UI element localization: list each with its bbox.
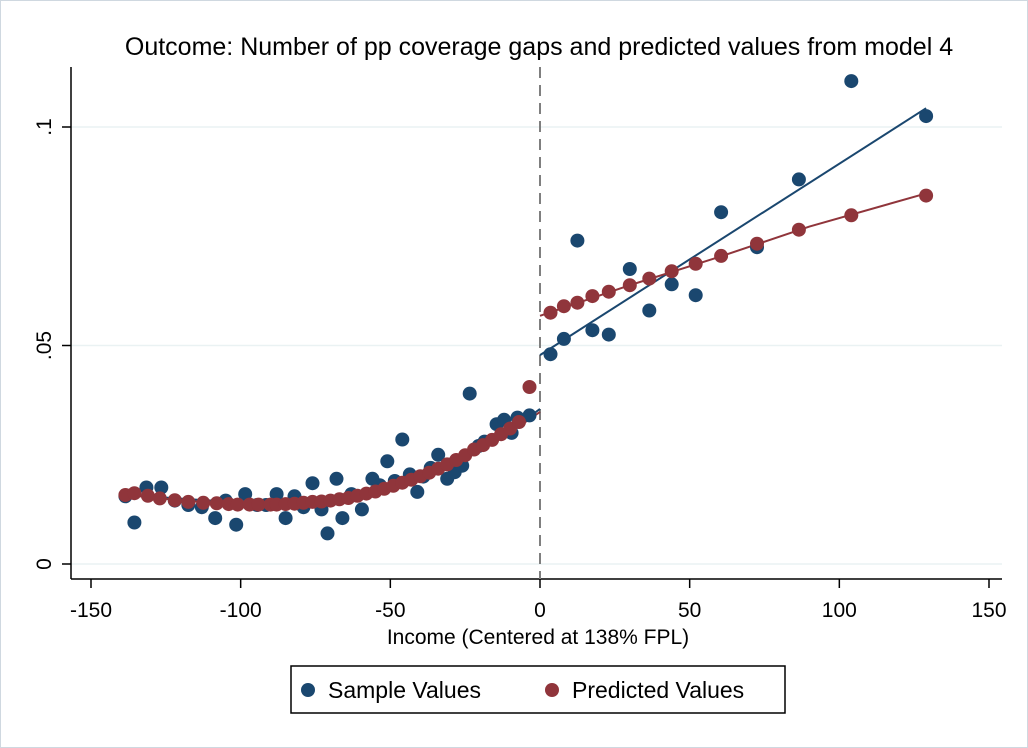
- sample-point: [919, 109, 934, 124]
- predicted-point: [714, 248, 729, 263]
- sample-point: [127, 515, 142, 530]
- legend-label-sample: Sample Values: [328, 677, 481, 703]
- fit-line: [126, 408, 541, 503]
- predicted-point: [642, 271, 657, 286]
- predicted-point: [181, 494, 196, 509]
- predicted-point: [251, 497, 266, 512]
- sample-point: [395, 432, 410, 447]
- sample-point: [278, 511, 293, 526]
- legend: Sample Values Predicted Values: [290, 665, 786, 714]
- sample-point: [305, 476, 320, 491]
- series-sample-values: [118, 74, 934, 541]
- series-predicted-values: [118, 188, 934, 512]
- sample-point: [229, 517, 244, 532]
- sample-point: [431, 447, 446, 462]
- legend-box: [290, 665, 786, 714]
- sample-point: [585, 323, 600, 338]
- sample-point: [714, 205, 729, 220]
- sample-point: [642, 303, 657, 318]
- predicted-point: [140, 488, 155, 503]
- sample-point: [844, 74, 859, 89]
- x-tick-label: -150: [70, 599, 112, 622]
- predicted-point: [167, 493, 182, 508]
- predicted-point: [522, 380, 537, 394]
- sample-point: [410, 484, 425, 499]
- sample-point: [664, 277, 679, 292]
- predicted-point: [664, 264, 679, 279]
- legend-marker-sample: [301, 683, 315, 697]
- fit-line: [539, 107, 927, 356]
- predicted-point: [556, 299, 571, 314]
- predicted-point: [127, 486, 142, 501]
- x-tick-label: -100: [220, 599, 262, 622]
- gridlines: [71, 126, 1002, 565]
- x-tick-label: 50: [678, 599, 701, 622]
- y-ticks: 0 .05 .1: [33, 118, 71, 570]
- x-tick-label: -50: [375, 599, 405, 622]
- legend-marker-predicted: [545, 683, 559, 697]
- sample-point: [543, 347, 558, 362]
- predicted-point: [919, 188, 934, 203]
- sample-point: [335, 511, 350, 526]
- sample-point: [462, 386, 477, 401]
- fit-lines: [126, 107, 927, 506]
- sample-point: [354, 502, 369, 517]
- predicted-point: [622, 278, 637, 293]
- sample-point: [238, 487, 253, 502]
- x-axis-label: Income (Centered at 138% FPL): [387, 626, 689, 649]
- sample-point: [154, 480, 169, 495]
- sample-point: [556, 331, 571, 346]
- data-points: [118, 74, 934, 541]
- predicted-point: [750, 236, 764, 251]
- predicted-point: [791, 222, 806, 237]
- sample-point: [522, 408, 537, 423]
- predicted-point: [152, 491, 167, 506]
- y-tick-label: .1: [33, 118, 56, 136]
- predicted-point: [570, 295, 585, 310]
- fit-line: [126, 411, 541, 506]
- legend-label-predicted: Predicted Values: [572, 677, 744, 703]
- predicted-point: [209, 496, 224, 511]
- y-tick-label: .05: [33, 331, 56, 360]
- predicted-point: [196, 495, 211, 510]
- predicted-point: [543, 305, 558, 320]
- y-tick-label: 0: [33, 558, 56, 570]
- sample-point: [601, 327, 616, 342]
- sample-point: [320, 526, 335, 541]
- predicted-point: [585, 289, 600, 304]
- x-ticks: -150 -100 -50 0 50 100 150: [70, 579, 1007, 622]
- sample-point: [791, 172, 806, 187]
- x-tick-label: 0: [534, 599, 546, 622]
- sample-point: [622, 262, 637, 276]
- predicted-point: [688, 256, 703, 271]
- x-tick-label: 100: [822, 599, 857, 622]
- chart-title: Outcome: Number of pp coverage gaps and …: [125, 33, 953, 61]
- sample-point: [570, 233, 585, 248]
- sample-point: [688, 288, 703, 303]
- predicted-point: [601, 284, 616, 299]
- predicted-point: [512, 415, 526, 429]
- x-tick-label: 150: [971, 599, 1006, 622]
- predicted-point: [230, 497, 245, 512]
- sample-point: [269, 487, 284, 502]
- sample-point: [208, 511, 223, 526]
- sample-point: [380, 454, 395, 469]
- predicted-point: [844, 208, 859, 223]
- sample-point: [329, 471, 344, 486]
